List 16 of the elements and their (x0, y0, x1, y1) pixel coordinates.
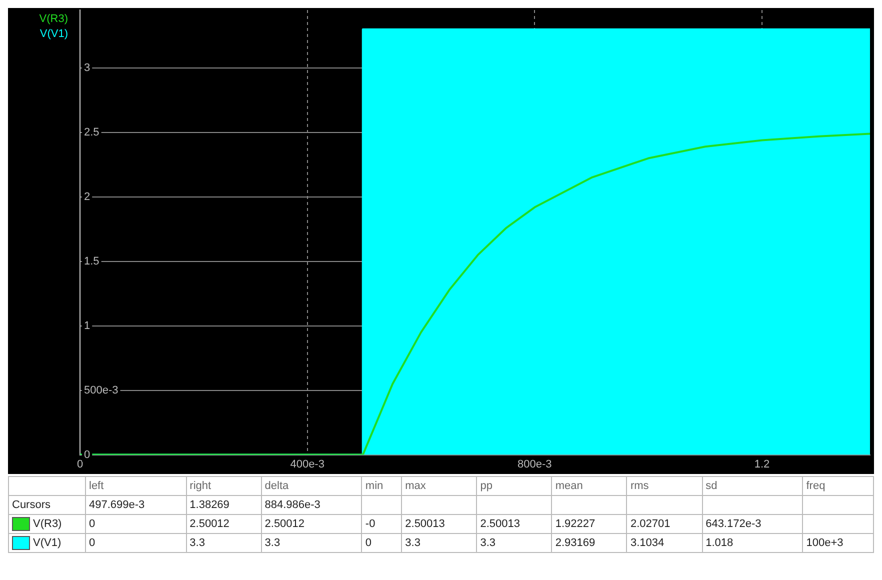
x-tick-label: 1.2 (754, 458, 770, 470)
y-tick-label: 1 (84, 320, 90, 332)
y-tick-label: 0 (84, 448, 90, 461)
x-tick-label: 400e-3 (290, 458, 324, 470)
y-tick-label: 2.5 (84, 126, 100, 139)
y-tick-label: 3 (84, 62, 90, 74)
x-tick-label: 800e-3 (518, 458, 552, 470)
y-tick-label: 500e-3 (84, 384, 118, 396)
text: left right delta min max pp mean rms sd freq (89, 480, 826, 492)
text: V(V1) (38, 27, 68, 42)
text: Cursors 497.699e-3 1.38269 884.986e-3 (12, 499, 320, 511)
text: V(R3) 0 2.50012 2.50012 -0 2.50013 2.50013 1.92227 2.02701 643.172e-3 (33, 518, 762, 530)
y-tick-label: 2 (84, 190, 90, 203)
text: V(V1) 0 3.3 3.3 0 3.3 3.3 2.93169 3.1034 1.018 100e+3 (33, 536, 844, 549)
text: V(R3) (38, 12, 68, 27)
y-tick-label: 1.5 (84, 255, 100, 268)
